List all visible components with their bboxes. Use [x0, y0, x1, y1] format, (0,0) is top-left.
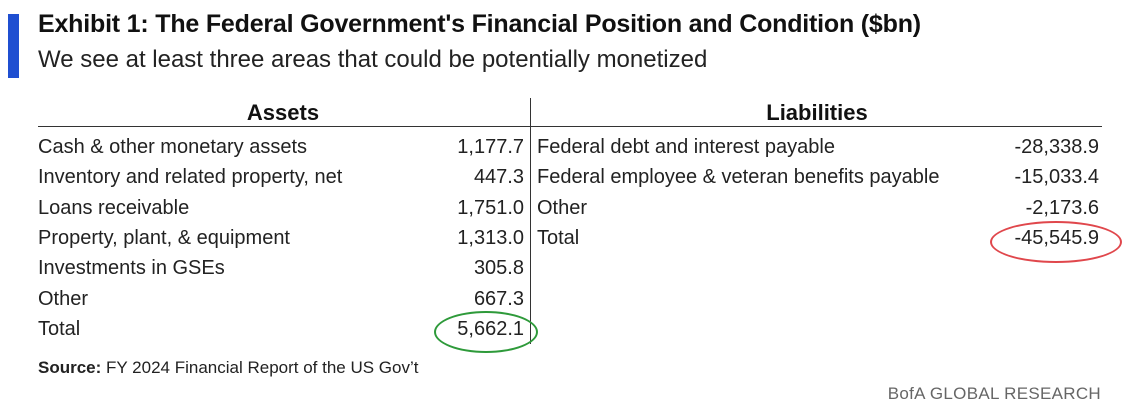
liabilities-row: Other -2,173.6 [537, 193, 1099, 223]
liability-label: Federal debt and interest payable [537, 136, 835, 158]
asset-value: 1,177.7 [457, 136, 524, 158]
asset-total-label: Total [38, 318, 81, 340]
asset-value: 667.3 [473, 288, 524, 310]
assets-row: Investments in GSEs 305.8 [38, 253, 524, 283]
liability-total-label: Total [537, 227, 580, 249]
asset-value: 447.3 [473, 166, 524, 188]
asset-value: 1,751.0 [457, 197, 524, 219]
liability-value: -2,173.6 [1025, 197, 1099, 219]
assets-row: Inventory and related property, net 447.… [38, 162, 524, 192]
assets-row: Property, plant, & equipment 1,313.0 [38, 223, 524, 253]
assets-heading-rule [38, 126, 530, 127]
brand-logo-text: BofA GLOBAL RESEARCH [887, 384, 1101, 403]
asset-label: Other [38, 288, 89, 310]
assets-row: Loans receivable 1,751.0 [38, 193, 524, 223]
source-note: Source: FY 2024 Financial Report of the … [38, 358, 418, 378]
asset-value: 305.8 [473, 257, 524, 279]
assets-row: Cash & other monetary assets 1,177.7 [38, 132, 524, 162]
liability-label: Other [537, 197, 588, 219]
liability-total-value: -45,545.9 [1014, 227, 1099, 249]
liabilities-heading-rule [531, 126, 1102, 127]
asset-label: Cash & other monetary assets [38, 136, 308, 158]
liabilities-heading: Liabilities [766, 100, 868, 125]
liabilities-total-row: Total -45,545.9 [537, 223, 1099, 253]
liabilities-row: Federal debt and interest payable -28,33… [537, 132, 1099, 162]
asset-label: Investments in GSEs [38, 257, 225, 279]
liability-label: Federal employee & veteran benefits paya… [537, 166, 940, 188]
liability-value: -28,338.9 [1014, 136, 1099, 158]
column-divider [530, 98, 531, 344]
asset-label: Inventory and related property, net [38, 166, 343, 188]
asset-value: 1,313.0 [457, 227, 524, 249]
asset-label: Loans receivable [38, 197, 190, 219]
liabilities-row: Federal employee & veteran benefits paya… [537, 162, 1099, 192]
exhibit-subtitle: We see at least three areas that could b… [38, 46, 708, 73]
exhibit-title: Exhibit 1: The Federal Government's Fina… [38, 10, 921, 38]
assets-heading: Assets [246, 100, 320, 125]
source-text: FY 2024 Financial Report of the US Gov’t [101, 358, 419, 377]
assets-total-row: Total 5,662.1 [38, 314, 524, 344]
source-label: Source: [38, 358, 102, 377]
assets-row: Other 667.3 [38, 284, 524, 314]
liability-value: -15,033.4 [1014, 166, 1099, 188]
asset-total-value: 5,662.1 [457, 318, 524, 340]
accent-bar [8, 14, 19, 78]
asset-label: Property, plant, & equipment [38, 227, 290, 249]
